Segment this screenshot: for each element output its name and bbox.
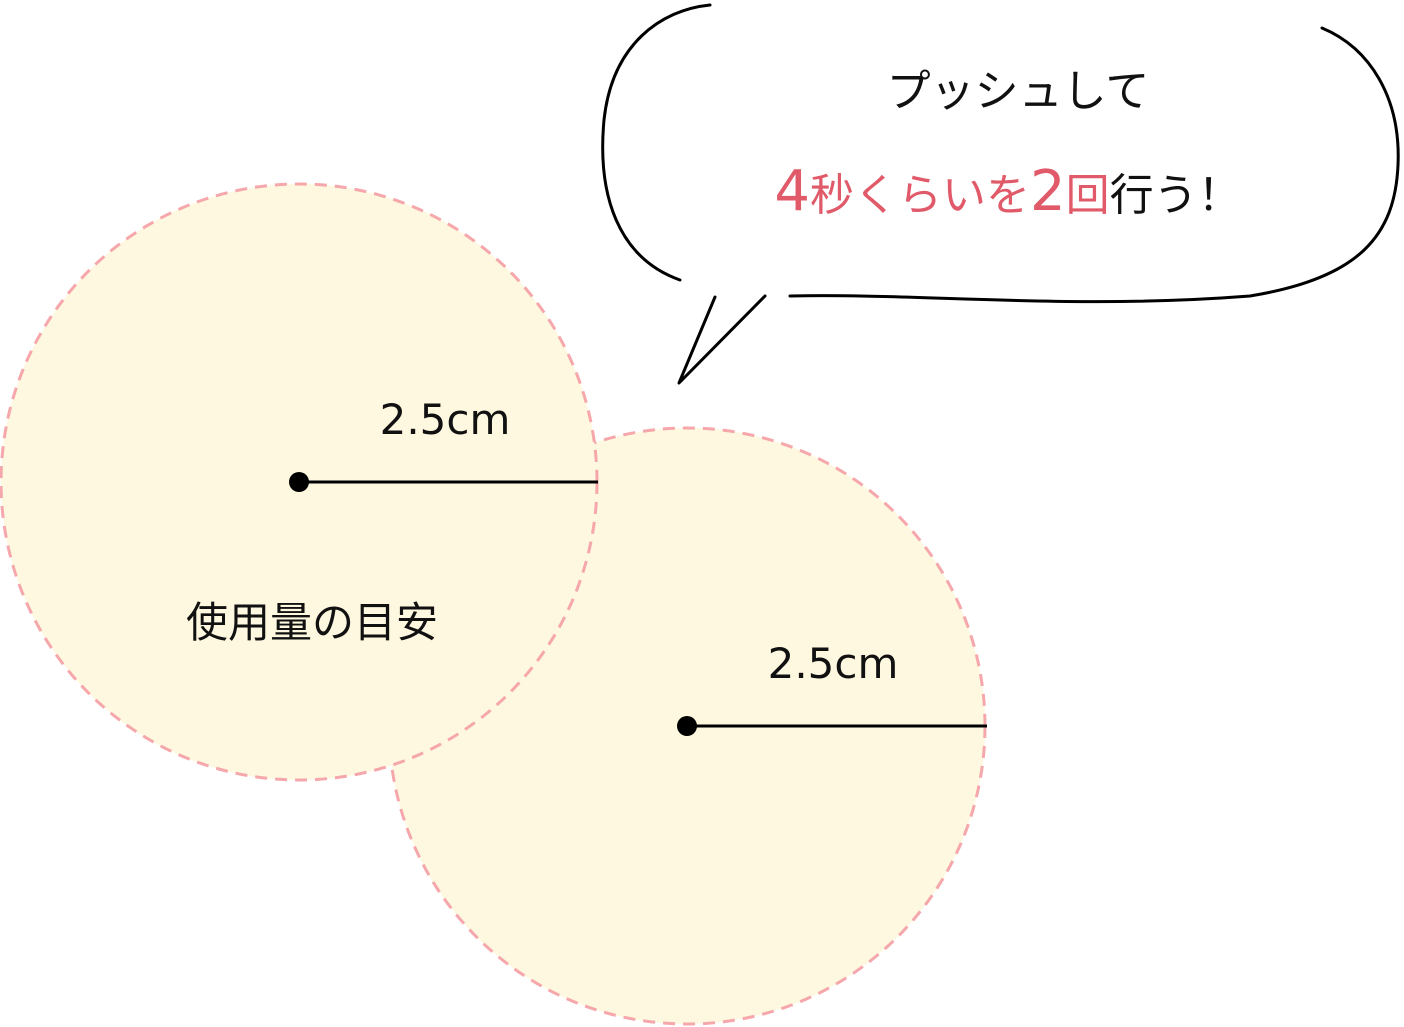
circle-2-radius: 2.5cm (677, 639, 987, 736)
circle-1-radius: 2.5cm (289, 395, 598, 492)
speech-bubble-outline (601, 3, 1400, 385)
circle-1-radius-label: 2.5cm (380, 395, 511, 444)
circle-2-center-dot (677, 716, 697, 736)
circle-1-center-dot (289, 472, 309, 492)
speech-bubble-line-1: プッシュして (887, 66, 1150, 117)
seconds-text: 秒くらいを (810, 170, 1030, 221)
count-number: 2 (1030, 159, 1066, 224)
circle-2-radius-label: 2.5cm (768, 639, 899, 688)
count-text: 回 (1066, 170, 1110, 221)
speech-bubble-line-2: 4秒くらいを2回行う！ (774, 159, 1241, 224)
tail-text: 行う！ (1110, 170, 1242, 221)
seconds-number: 4 (774, 159, 810, 224)
speech-bubble: プッシュして 4秒くらいを2回行う！ (601, 3, 1400, 385)
circle-1-caption: 使用量の目安 (186, 598, 438, 647)
